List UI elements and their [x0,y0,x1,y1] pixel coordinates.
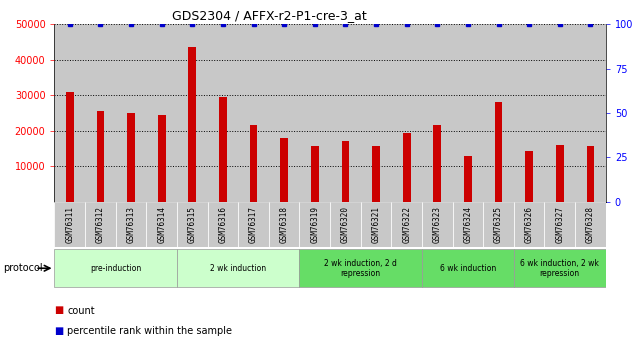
Text: GSM76321: GSM76321 [372,206,381,243]
Bar [116,202,146,247]
Bar [514,24,544,202]
Bar [85,24,116,202]
Text: GSM76317: GSM76317 [249,206,258,243]
Bar [453,202,483,247]
Bar [361,202,392,247]
Bar [146,202,177,247]
Text: GSM76320: GSM76320 [341,206,350,243]
Bar [575,202,606,247]
Text: count: count [67,306,95,315]
Text: 2 wk induction, 2 d
repression: 2 wk induction, 2 d repression [324,258,397,278]
Bar [422,249,514,287]
Bar [311,146,319,202]
Text: GSM76325: GSM76325 [494,206,503,243]
Bar [280,138,288,202]
Bar [177,202,208,247]
Text: GSM76316: GSM76316 [219,206,228,243]
Text: ■: ■ [54,306,63,315]
Bar [544,24,575,202]
Bar [330,202,361,247]
Text: pre-induction: pre-induction [90,264,142,273]
Bar [330,24,361,202]
Text: ■: ■ [54,326,63,336]
Bar [177,24,208,202]
Text: GDS2304 / AFFX-r2-P1-cre-3_at: GDS2304 / AFFX-r2-P1-cre-3_at [172,9,367,22]
Bar [361,24,392,202]
Bar [483,202,514,247]
Text: GSM76328: GSM76328 [586,206,595,243]
Bar [54,24,85,202]
Text: 6 wk induction, 2 wk
repression: 6 wk induction, 2 wk repression [520,258,599,278]
Bar [422,24,453,202]
Bar [299,249,422,287]
Bar [146,24,177,202]
Text: GSM76327: GSM76327 [555,206,564,243]
Bar [422,202,453,247]
Bar [372,146,380,202]
Bar [556,145,563,202]
Bar [238,24,269,202]
Bar [85,202,116,247]
Text: GSM76315: GSM76315 [188,206,197,243]
Bar [514,249,606,287]
Bar [250,126,258,202]
Bar [269,202,299,247]
Text: GSM76322: GSM76322 [402,206,411,243]
Bar [453,24,483,202]
Bar [495,102,503,202]
Bar [188,47,196,202]
Bar [299,202,330,247]
Bar [403,132,410,202]
Bar [514,202,544,247]
Bar [97,111,104,202]
Bar [483,24,514,202]
Bar [219,97,227,202]
Bar [575,24,606,202]
Bar [544,202,575,247]
Text: GSM76324: GSM76324 [463,206,472,243]
Bar [526,151,533,202]
Bar [587,146,594,202]
Bar [392,202,422,247]
Text: percentile rank within the sample: percentile rank within the sample [67,326,232,336]
Text: protocol: protocol [3,264,43,273]
Text: GSM76312: GSM76312 [96,206,105,243]
Bar [54,249,177,287]
Text: GSM76314: GSM76314 [157,206,166,243]
Bar [158,115,165,202]
Bar [66,92,74,202]
Bar [127,113,135,202]
Text: 6 wk induction: 6 wk induction [440,264,496,273]
Text: 2 wk induction: 2 wk induction [210,264,266,273]
Bar [208,24,238,202]
Bar [238,202,269,247]
Bar [299,24,330,202]
Text: GSM76318: GSM76318 [279,206,288,243]
Bar [116,24,146,202]
Bar [177,249,299,287]
Bar [433,126,441,202]
Bar [464,156,472,202]
Bar [392,24,422,202]
Bar [269,24,299,202]
Text: GSM76323: GSM76323 [433,206,442,243]
Bar [54,202,85,247]
Bar [342,141,349,202]
Text: GSM76311: GSM76311 [65,206,74,243]
Bar [208,202,238,247]
Text: GSM76319: GSM76319 [310,206,319,243]
Text: GSM76313: GSM76313 [126,206,135,243]
Text: GSM76326: GSM76326 [525,206,534,243]
